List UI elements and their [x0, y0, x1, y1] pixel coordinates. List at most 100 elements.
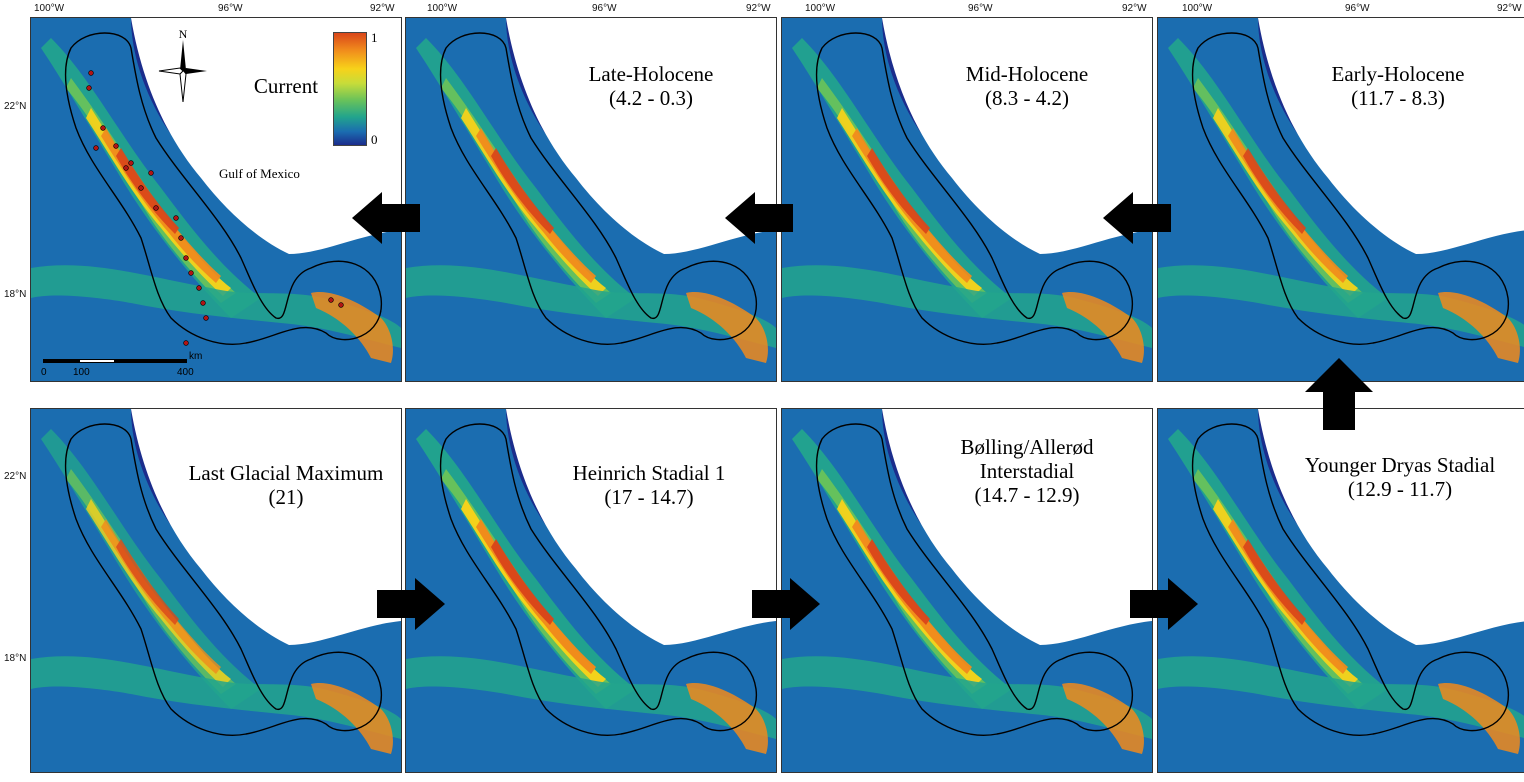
- lon-label-92w: 92°W: [1122, 3, 1147, 14]
- suitability-map: [782, 409, 1152, 772]
- suitability-band: [1062, 683, 1144, 754]
- arrow-left-icon: [1103, 192, 1171, 244]
- suitability-band: [476, 519, 596, 674]
- suitability-map: [31, 409, 401, 772]
- arrow-right-icon: [752, 578, 820, 630]
- suitability-map: [1158, 409, 1524, 772]
- suitability-band: [1158, 265, 1524, 347]
- suitability-band: [416, 429, 636, 709]
- occurrence-point: [173, 215, 179, 221]
- occurrence-point: [123, 165, 129, 171]
- north-label: N: [179, 27, 188, 41]
- lat-label-18n: 18°N: [4, 289, 27, 300]
- occurrence-point: [328, 297, 334, 303]
- lon-label-100w: 100°W: [427, 3, 458, 14]
- scale-label-400: 400: [177, 367, 194, 378]
- suitability-band: [867, 539, 930, 625]
- suitability-band: [406, 265, 776, 348]
- panel-title: Current: [253, 74, 319, 98]
- lat-label-18n: 18°N: [4, 653, 27, 664]
- gulf-area: [506, 409, 776, 645]
- suitability-map: [406, 18, 776, 381]
- suitability-band: [782, 656, 1152, 739]
- occurrence-point: [128, 160, 134, 166]
- panel-title: Mid-Holocene (8.3 - 4.2): [965, 62, 1089, 111]
- suitability-band: [852, 128, 972, 283]
- gulf-of-mexico-label: Gulf of Mexico: [219, 166, 300, 181]
- suitability-map: [782, 18, 1152, 381]
- arrow-left-icon: [352, 192, 420, 244]
- gulf-area: [882, 409, 1152, 645]
- lat-label-22n: 22°N: [4, 101, 27, 112]
- suitability-band: [1438, 683, 1520, 754]
- suitability-band: [1243, 148, 1306, 234]
- suitability-band: [852, 519, 972, 674]
- suitability-band: [116, 148, 179, 234]
- lon-label-96w: 96°W: [968, 3, 993, 14]
- suitability-band: [1228, 128, 1348, 283]
- panel-title: Last Glacial Maximum (21): [188, 461, 384, 510]
- occurrence-point: [338, 302, 344, 308]
- panel-title: Heinrich Stadial 1 (17 - 14.7): [572, 461, 726, 510]
- panel-title: Late-Holocene (4.2 - 0.3): [588, 62, 714, 111]
- occurrence-point: [196, 285, 202, 291]
- suitability-band: [31, 656, 401, 739]
- suitability-band: [1438, 292, 1520, 363]
- occurrence-point: [188, 270, 194, 276]
- north-arrow: N: [155, 26, 211, 103]
- scale-unit: km: [189, 351, 203, 362]
- lon-label-100w: 100°W: [1182, 3, 1213, 14]
- occurrence-point: [183, 340, 189, 346]
- suitability-map: [406, 409, 776, 772]
- lat-label-22n: 22°N: [4, 471, 27, 482]
- gulf-area: [1258, 409, 1524, 645]
- study-area-boundary: [64, 32, 382, 345]
- suitability-band: [101, 519, 221, 674]
- study-area-boundary: [439, 32, 757, 345]
- scale-label-0: 0: [41, 367, 47, 378]
- lon-label-96w: 96°W: [592, 3, 617, 14]
- arrow-right-icon: [1130, 578, 1198, 630]
- gulf-area: [1258, 18, 1524, 254]
- suitability-band: [782, 265, 1152, 348]
- suitability-band: [867, 148, 930, 234]
- gulf-area: [131, 409, 401, 645]
- scale-segment: [43, 359, 79, 363]
- suitability-band: [1168, 38, 1388, 318]
- lon-label-92w: 92°W: [1497, 3, 1522, 14]
- suitability-band: [476, 128, 596, 283]
- gulf-area: [882, 18, 1152, 254]
- suitability-band: [311, 683, 393, 754]
- map-panel-younger-dryas: Younger Dryas Stadial (12.9 - 11.7): [1157, 408, 1524, 773]
- suitability-band: [31, 265, 401, 348]
- lon-label-100w: 100°W: [34, 3, 65, 14]
- suitability-band: [491, 539, 554, 625]
- suitability-band: [491, 148, 554, 234]
- suitability-band: [1228, 519, 1348, 674]
- panel-title: Bølling/Allerød Interstadial (14.7 - 12.9): [960, 435, 1094, 508]
- scale-label-100: 100: [73, 367, 90, 378]
- suitability-band: [41, 429, 261, 709]
- legend-max-label: 1: [371, 30, 378, 45]
- occurrence-point: [178, 235, 184, 241]
- study-area-boundary: [1191, 32, 1509, 345]
- study-area-boundary: [1191, 423, 1509, 736]
- study-area-boundary: [815, 423, 1133, 736]
- study-area-boundary: [815, 32, 1133, 345]
- map-panel-bolling-allerod: Bølling/Allerød Interstadial (14.7 - 12.9): [781, 408, 1153, 773]
- scale-segment: [79, 359, 115, 363]
- occurrence-point: [203, 315, 209, 321]
- suitability-band: [792, 429, 1012, 709]
- lon-label-92w: 92°W: [370, 3, 395, 14]
- suitability-band: [1168, 429, 1388, 709]
- map-panel-mid-holocene: Mid-Holocene (8.3 - 4.2): [781, 17, 1153, 382]
- map-panel-current: Current Gulf of Mexico 1 0 N 0 100 400 k…: [30, 17, 402, 382]
- legend-min-label: 0: [371, 132, 378, 147]
- gulf-area: [506, 18, 776, 254]
- suitability-band: [101, 128, 221, 283]
- panel-title: Younger Dryas Stadial (12.9 - 11.7): [1304, 453, 1496, 502]
- panel-title: Early-Holocene (11.7 - 8.3): [1331, 62, 1465, 111]
- suitability-band: [1062, 292, 1144, 363]
- occurrence-point: [153, 205, 159, 211]
- lon-label-100w: 100°W: [805, 3, 836, 14]
